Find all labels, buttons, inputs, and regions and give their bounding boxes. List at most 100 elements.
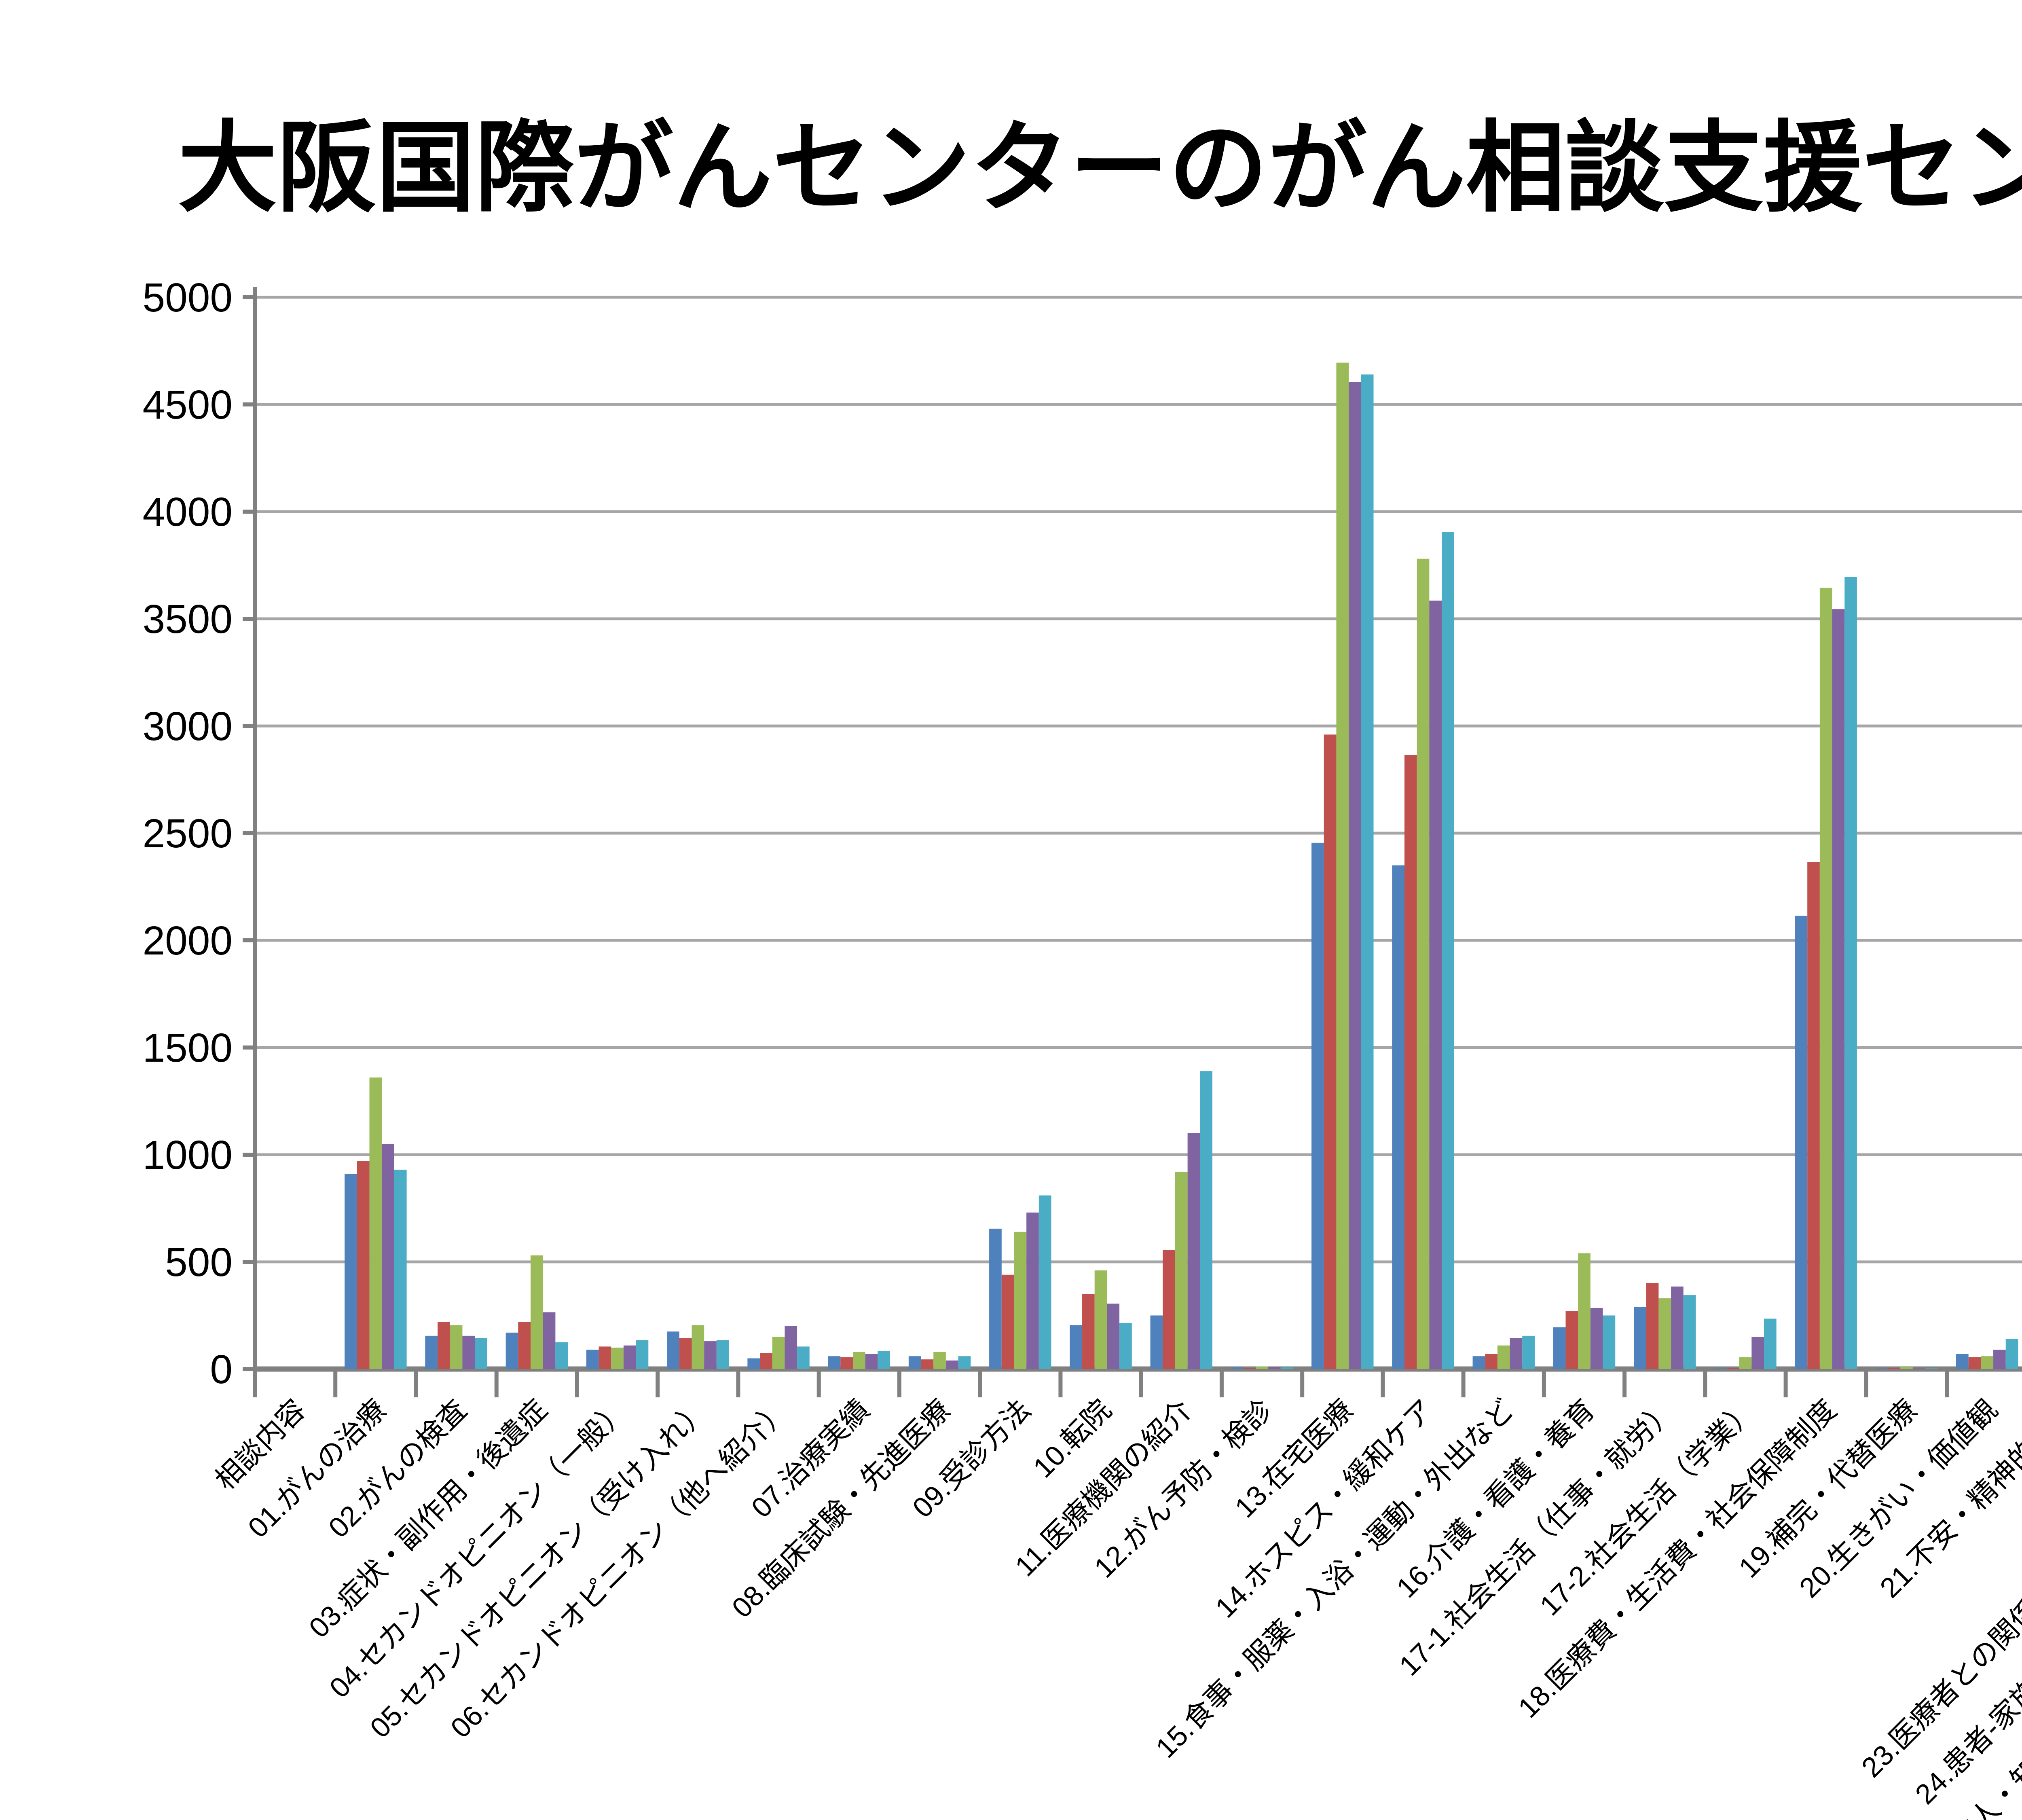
bar bbox=[1349, 382, 1361, 1369]
bar bbox=[958, 1356, 971, 1369]
y-tick-label: 1500 bbox=[143, 1025, 233, 1071]
bar bbox=[747, 1358, 760, 1369]
bar bbox=[1925, 1368, 1938, 1369]
bar bbox=[1163, 1250, 1175, 1369]
bar bbox=[1001, 1274, 1014, 1369]
bar bbox=[933, 1352, 946, 1369]
bar bbox=[1280, 1367, 1293, 1369]
bar bbox=[1819, 588, 1832, 1369]
bar bbox=[1739, 1357, 1752, 1369]
bar bbox=[1175, 1172, 1188, 1369]
bar bbox=[1336, 362, 1349, 1369]
bar bbox=[760, 1353, 772, 1369]
bar bbox=[865, 1354, 878, 1369]
bar bbox=[716, 1340, 729, 1369]
y-tick-label: 3000 bbox=[143, 704, 233, 749]
bars bbox=[345, 362, 2018, 1369]
bar bbox=[1844, 577, 1857, 1369]
bar bbox=[1807, 862, 1820, 1369]
bar bbox=[1324, 734, 1337, 1369]
bar bbox=[438, 1322, 450, 1369]
bar bbox=[1875, 1368, 1888, 1369]
bar bbox=[1200, 1071, 1212, 1369]
bar bbox=[1993, 1350, 2006, 1369]
bar bbox=[1231, 1367, 1244, 1369]
y-tick-label: 0 bbox=[210, 1347, 233, 1392]
bar bbox=[543, 1312, 556, 1369]
bar bbox=[462, 1335, 475, 1369]
bar bbox=[1243, 1368, 1256, 1369]
bar bbox=[425, 1335, 438, 1369]
bar bbox=[1107, 1304, 1120, 1369]
bar bbox=[506, 1332, 518, 1369]
bar bbox=[1497, 1345, 1510, 1369]
gridlines bbox=[255, 296, 2022, 1263]
bar bbox=[1671, 1286, 1684, 1369]
bar bbox=[1634, 1307, 1646, 1369]
y-tick-label: 2500 bbox=[143, 811, 233, 856]
bar bbox=[1751, 1337, 1764, 1369]
bar bbox=[1361, 374, 1374, 1369]
bar bbox=[1603, 1315, 1616, 1369]
bar bbox=[1485, 1354, 1497, 1369]
bar bbox=[555, 1342, 568, 1369]
bar bbox=[1429, 600, 1442, 1369]
bar bbox=[518, 1322, 531, 1369]
bar bbox=[1417, 559, 1430, 1369]
bar bbox=[345, 1174, 357, 1369]
bar bbox=[797, 1346, 810, 1369]
bar bbox=[1888, 1368, 1901, 1369]
y-tick-label: 3500 bbox=[143, 597, 233, 642]
bar bbox=[1578, 1253, 1591, 1369]
bar bbox=[921, 1359, 934, 1369]
bar bbox=[611, 1348, 624, 1369]
bar bbox=[369, 1077, 382, 1369]
bar bbox=[1714, 1368, 1727, 1369]
bar bbox=[1268, 1367, 1281, 1369]
bar bbox=[828, 1356, 841, 1369]
category-label: 01.がんの治療 bbox=[242, 1393, 392, 1543]
bar bbox=[1658, 1298, 1671, 1369]
bar bbox=[1683, 1295, 1696, 1369]
bar bbox=[1522, 1335, 1535, 1369]
bar bbox=[1094, 1270, 1107, 1369]
bar bbox=[679, 1338, 692, 1369]
bar bbox=[450, 1325, 463, 1369]
bar bbox=[852, 1352, 865, 1369]
bar bbox=[1311, 842, 1324, 1369]
bar bbox=[989, 1228, 1002, 1369]
bar bbox=[692, 1325, 704, 1369]
bar bbox=[1553, 1327, 1566, 1369]
y-tick-label: 4500 bbox=[143, 382, 233, 427]
bar bbox=[1726, 1368, 1739, 1369]
bar bbox=[908, 1356, 921, 1369]
bar bbox=[772, 1337, 785, 1369]
bar bbox=[1510, 1338, 1523, 1369]
bar bbox=[1912, 1368, 1925, 1369]
bar bbox=[1968, 1357, 1981, 1369]
bar bbox=[878, 1350, 890, 1369]
bar bbox=[382, 1144, 394, 1369]
bar bbox=[1646, 1283, 1659, 1369]
category-label: 04.セカンドオピニオン（一般） bbox=[324, 1393, 634, 1704]
bar bbox=[1404, 755, 1417, 1369]
bar bbox=[1795, 916, 1808, 1369]
bar bbox=[1832, 609, 1845, 1369]
bar bbox=[1119, 1323, 1132, 1369]
y-axis-labels: 0 500 1000 1500 2000 2500 3000 3500 4000 4500 5000 bbox=[143, 275, 233, 1392]
bar bbox=[1070, 1325, 1083, 1369]
bar bbox=[357, 1161, 370, 1369]
bar bbox=[840, 1357, 853, 1369]
bar bbox=[1900, 1367, 1913, 1369]
category-label: 02.がんの検査 bbox=[322, 1393, 472, 1543]
bar bbox=[1256, 1366, 1268, 1369]
bar bbox=[1442, 532, 1454, 1369]
bar bbox=[1392, 865, 1404, 1369]
bar bbox=[531, 1255, 543, 1369]
bar bbox=[1472, 1356, 1485, 1369]
bar bbox=[785, 1326, 797, 1369]
y-tick-label: 5000 bbox=[143, 275, 233, 320]
bar bbox=[623, 1345, 636, 1369]
x-axis-labels: 相談内容01.がんの治療02.がんの検査03.症状・副作用・後遺症04.セカンド… bbox=[209, 1393, 2022, 1820]
